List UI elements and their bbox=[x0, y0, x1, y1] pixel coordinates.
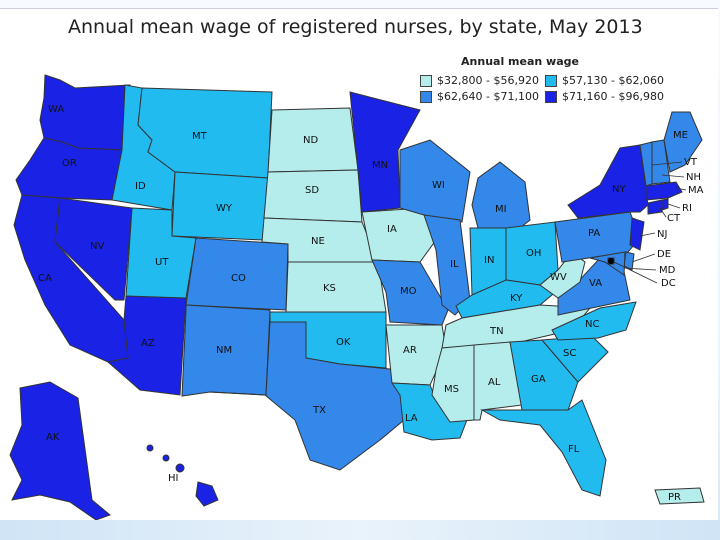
label-VA: VA bbox=[589, 278, 602, 289]
label-ME: ME bbox=[673, 130, 688, 141]
label-OK: OK bbox=[336, 337, 351, 348]
state-NY[interactable] bbox=[567, 144, 649, 219]
label-IL: IL bbox=[450, 259, 459, 270]
label-ID: ID bbox=[135, 181, 146, 192]
label-WI: WI bbox=[432, 180, 445, 191]
legend-item: $32,800 - $56,920 bbox=[420, 74, 545, 87]
label-SD: SD bbox=[305, 185, 319, 196]
legend-item: $57,130 - $62,060 bbox=[545, 74, 670, 87]
state-HI-island bbox=[162, 454, 170, 462]
legend-label: $57,130 - $62,060 bbox=[562, 74, 664, 87]
state-KS[interactable] bbox=[285, 261, 387, 313]
label-TN: TN bbox=[489, 326, 504, 337]
label-VT: VT bbox=[684, 157, 698, 168]
label-AL: AL bbox=[488, 377, 501, 388]
label-WV: WV bbox=[550, 272, 567, 283]
label-KY: KY bbox=[510, 293, 523, 304]
state-MT[interactable] bbox=[137, 87, 273, 179]
state-MI[interactable] bbox=[471, 161, 531, 229]
label-TX: TX bbox=[312, 405, 326, 416]
label-CA: CA bbox=[38, 273, 52, 284]
label-KS: KS bbox=[323, 283, 336, 294]
label-MN: MN bbox=[372, 160, 388, 171]
state-TX[interactable] bbox=[209, 321, 405, 471]
state-RI[interactable] bbox=[661, 198, 669, 211]
label-MS: MS bbox=[444, 384, 459, 395]
state-ME[interactable] bbox=[663, 111, 703, 173]
state-NC[interactable] bbox=[551, 301, 637, 341]
legend-title: Annual mean wage bbox=[461, 55, 579, 68]
label-MO: MO bbox=[400, 286, 417, 297]
label-NC: NC bbox=[585, 319, 599, 330]
label-NY: NY bbox=[612, 184, 626, 195]
state-GA[interactable] bbox=[509, 339, 579, 411]
label-OH: OH bbox=[526, 248, 541, 259]
legend-swatch bbox=[545, 74, 557, 87]
map-title: Annual mean wage of registered nurses, b… bbox=[68, 16, 643, 38]
label-AK: AK bbox=[46, 432, 60, 443]
legend-swatch bbox=[545, 90, 557, 103]
label-SC: SC bbox=[563, 348, 576, 359]
label-UT: UT bbox=[155, 257, 169, 268]
label-WY: WY bbox=[216, 203, 233, 214]
state-LA[interactable] bbox=[391, 382, 471, 441]
label-IN: IN bbox=[484, 255, 494, 266]
state-IL[interactable] bbox=[423, 214, 471, 316]
label-DC: DC bbox=[661, 278, 676, 289]
leader-lines bbox=[613, 161, 687, 284]
label-IA: IA bbox=[387, 224, 397, 235]
label-NE: NE bbox=[311, 236, 325, 247]
label-MI: MI bbox=[495, 204, 507, 215]
legend-item: $71,160 - $96,980 bbox=[545, 90, 670, 103]
legend: Annual mean wage $32,800 - $56,920 $57,1… bbox=[420, 55, 670, 103]
label-PR: PR bbox=[668, 492, 681, 503]
state-HI-island bbox=[146, 444, 154, 452]
state-NJ[interactable] bbox=[629, 217, 645, 251]
label-MT: MT bbox=[192, 131, 208, 142]
state-NH[interactable] bbox=[651, 139, 671, 185]
legend-label: $32,800 - $56,920 bbox=[437, 74, 539, 87]
label-RI: RI bbox=[682, 203, 692, 214]
state-HI[interactable] bbox=[195, 481, 219, 507]
label-WA: WA bbox=[48, 104, 64, 115]
label-NH: NH bbox=[686, 172, 701, 183]
legend-swatch bbox=[420, 90, 432, 103]
label-LA: LA bbox=[405, 413, 418, 424]
state-WI[interactable] bbox=[399, 139, 471, 223]
label-GA: GA bbox=[531, 374, 546, 385]
label-ND: ND bbox=[303, 135, 318, 146]
label-HI: HI bbox=[168, 473, 178, 484]
label-OR: OR bbox=[62, 158, 77, 169]
label-AZ: AZ bbox=[141, 338, 155, 349]
legend-item: $62,640 - $71,100 bbox=[420, 90, 545, 103]
state-AK[interactable] bbox=[9, 381, 111, 521]
label-MA: MA bbox=[688, 185, 704, 196]
label-NJ: NJ bbox=[657, 229, 667, 240]
label-DE: DE bbox=[657, 249, 671, 260]
label-CT: CT bbox=[667, 213, 681, 224]
label-FL: FL bbox=[568, 444, 580, 455]
dc-marker bbox=[608, 258, 614, 264]
state-NV[interactable] bbox=[54, 197, 133, 301]
state-WV[interactable] bbox=[539, 251, 586, 299]
label-MD: MD bbox=[659, 265, 676, 276]
state-AZ[interactable] bbox=[106, 295, 187, 396]
label-PA: PA bbox=[588, 228, 600, 239]
state-HI-island bbox=[175, 463, 185, 473]
legend-label: $71,160 - $96,980 bbox=[562, 90, 664, 103]
state-MA[interactable] bbox=[645, 181, 683, 201]
label-CO: CO bbox=[231, 273, 246, 284]
state-CT[interactable] bbox=[647, 199, 663, 215]
slide-footer-bar bbox=[0, 520, 720, 540]
legend-swatch bbox=[420, 74, 432, 87]
state-OR[interactable] bbox=[15, 137, 123, 201]
state-FL[interactable] bbox=[480, 399, 607, 497]
label-AR: AR bbox=[403, 345, 417, 356]
label-NV: NV bbox=[90, 241, 104, 252]
state-PR[interactable] bbox=[654, 487, 705, 505]
legend-label: $62,640 - $71,100 bbox=[437, 90, 539, 103]
state-SD[interactable] bbox=[263, 169, 363, 223]
label-NM: NM bbox=[216, 345, 232, 356]
